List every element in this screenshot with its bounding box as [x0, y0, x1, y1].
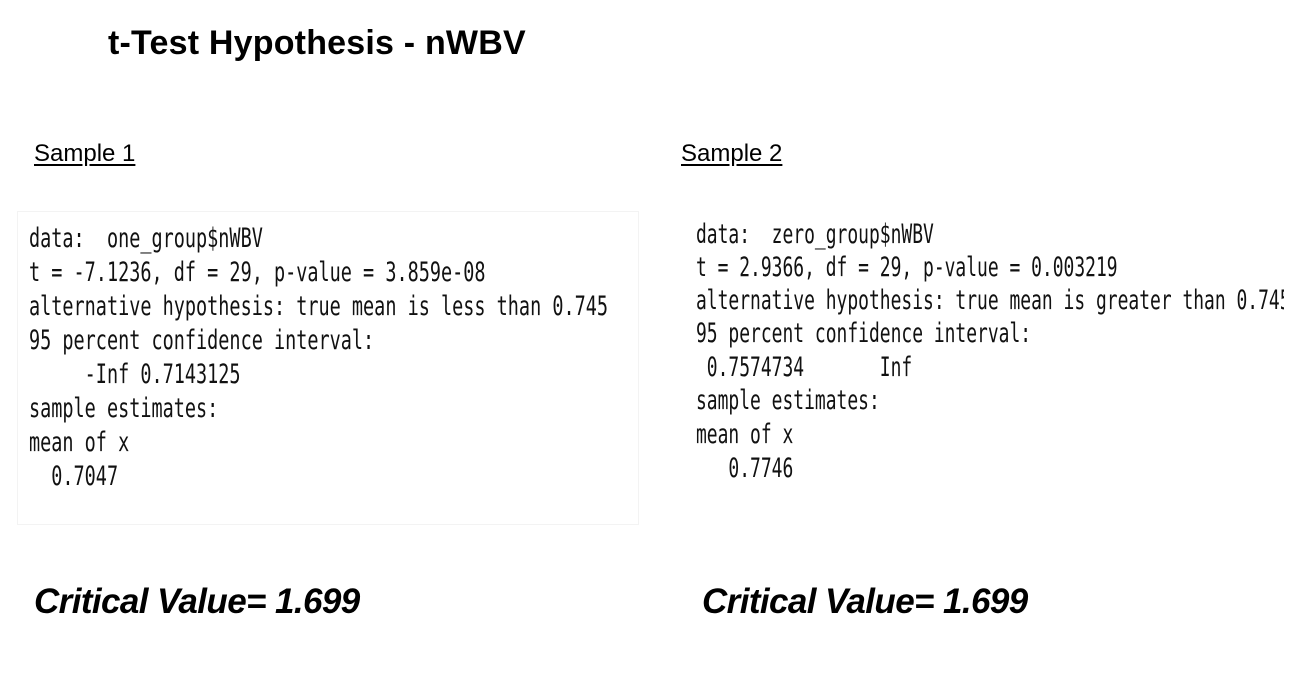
page-title: t-Test Hypothesis - nWBV — [108, 24, 526, 62]
output-line: 0.7574734 Inf — [696, 352, 913, 383]
output-line: t = 2.9366, df = 29, p-value = 0.003219 — [696, 252, 1118, 283]
output-line: 0.7047 — [29, 461, 119, 492]
output-line: mean of x — [29, 427, 130, 458]
sample-1-heading: Sample 1 — [34, 140, 136, 167]
output-line: data: zero_group$nWBV — [696, 219, 934, 250]
sample-2-heading: Sample 2 — [681, 140, 783, 167]
output-line: data: one_group$nWBV — [29, 223, 263, 254]
output-line: t = -7.1236, df = 29, p-value = 3.859e-0… — [29, 257, 486, 288]
output-line: alternative hypothesis: true mean is les… — [29, 291, 609, 322]
sample-1-critical-value: Critical Value= 1.699 — [34, 582, 360, 621]
sample-1-output-panel: data: one_group$nWBV t = -7.1236, df = 2… — [18, 212, 638, 524]
output-line: -Inf 0.7143125 — [29, 359, 241, 390]
output-line: alternative hypothesis: true mean is gre… — [696, 285, 1284, 316]
output-line: 95 percent confidence interval: — [29, 325, 375, 356]
output-line: 95 percent confidence interval: — [696, 318, 1032, 349]
sample-2-output-panel: data: zero_group$nWBV t = 2.9366, df = 2… — [686, 212, 1284, 492]
output-line: mean of x — [696, 419, 794, 450]
output-line: sample estimates: — [696, 385, 880, 416]
sample-2-critical-value: Critical Value= 1.699 — [702, 582, 1028, 621]
output-line: sample estimates: — [29, 393, 219, 424]
output-line: 0.7746 — [696, 453, 794, 484]
